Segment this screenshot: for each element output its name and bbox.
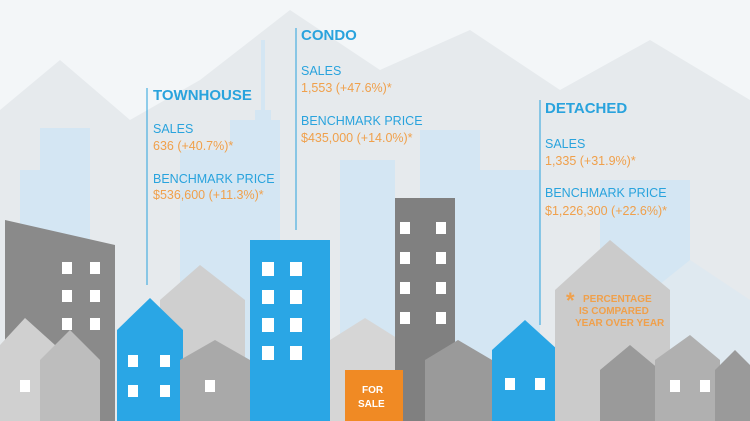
house-gray	[655, 335, 720, 421]
price-value: $536,600 (+11.3%)*	[153, 188, 264, 202]
sales-label: SALES	[545, 137, 585, 151]
house-gray	[425, 340, 492, 421]
sign-text: FOR	[362, 385, 384, 396]
house-gray	[600, 345, 660, 421]
price-label: BENCHMARK PRICE	[301, 114, 423, 128]
price-value: $435,000 (+14.0%)*	[301, 131, 413, 145]
detached-house	[492, 320, 558, 421]
footnote-text: PERCENTAGE	[583, 294, 652, 305]
sales-label: SALES	[153, 122, 193, 136]
price-label: BENCHMARK PRICE	[153, 172, 275, 186]
sales-label: SALES	[301, 64, 341, 78]
section-title: TOWNHOUSE	[153, 87, 252, 104]
price-label: BENCHMARK PRICE	[545, 186, 667, 200]
for-sale-sign	[345, 370, 403, 421]
sales-value: 1,335 (+31.9%)*	[545, 154, 636, 168]
price-value: $1,226,300 (+22.6%)*	[545, 204, 667, 218]
sales-value: 1,553 (+47.6%)*	[301, 81, 392, 95]
footnote-text: YEAR OVER YEAR	[575, 318, 665, 329]
house-gray	[715, 350, 750, 421]
footnote-text: IS COMPARED	[579, 306, 649, 317]
windows	[20, 222, 710, 397]
house-gray	[40, 330, 100, 421]
sign-text: SALE	[358, 399, 385, 410]
section-title: CONDO	[301, 27, 357, 44]
sales-value: 636 (+40.7%)*	[153, 139, 233, 153]
section-title: DETACHED	[545, 100, 627, 117]
footnote-mark: *	[566, 288, 575, 313]
